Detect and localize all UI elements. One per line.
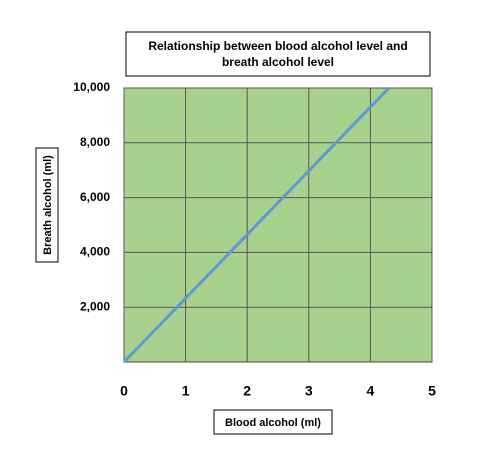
x-tick-label: 1 — [182, 383, 190, 399]
x-tick-label: 5 — [428, 383, 436, 399]
x-label-box — [213, 409, 333, 435]
chart-title: Relationship between blood alcohol level… — [148, 39, 408, 69]
y-label-box — [35, 147, 59, 263]
title-wrap: Relationship between blood alcohol level… — [148, 39, 408, 69]
x-tick-label: 2 — [243, 383, 251, 399]
x-tick-label: 0 — [120, 383, 128, 399]
data-line — [122, 86, 390, 364]
y-axis-label: Breath alcohol (ml) — [42, 155, 54, 255]
x-tick-label: 3 — [305, 383, 313, 399]
y-tick-label: 2,000 — [80, 299, 110, 313]
x-axis-label: Blood alcohol (ml) — [225, 417, 321, 429]
y-tick-label: 8,000 — [80, 135, 110, 149]
title-box — [125, 31, 431, 77]
x-tick-label: 4 — [367, 383, 375, 399]
y-tick-label: 6,000 — [80, 190, 110, 204]
y-tick-label: 10,000 — [73, 80, 110, 94]
y-tick-label: 4,000 — [80, 245, 110, 259]
plot-area — [123, 87, 433, 363]
